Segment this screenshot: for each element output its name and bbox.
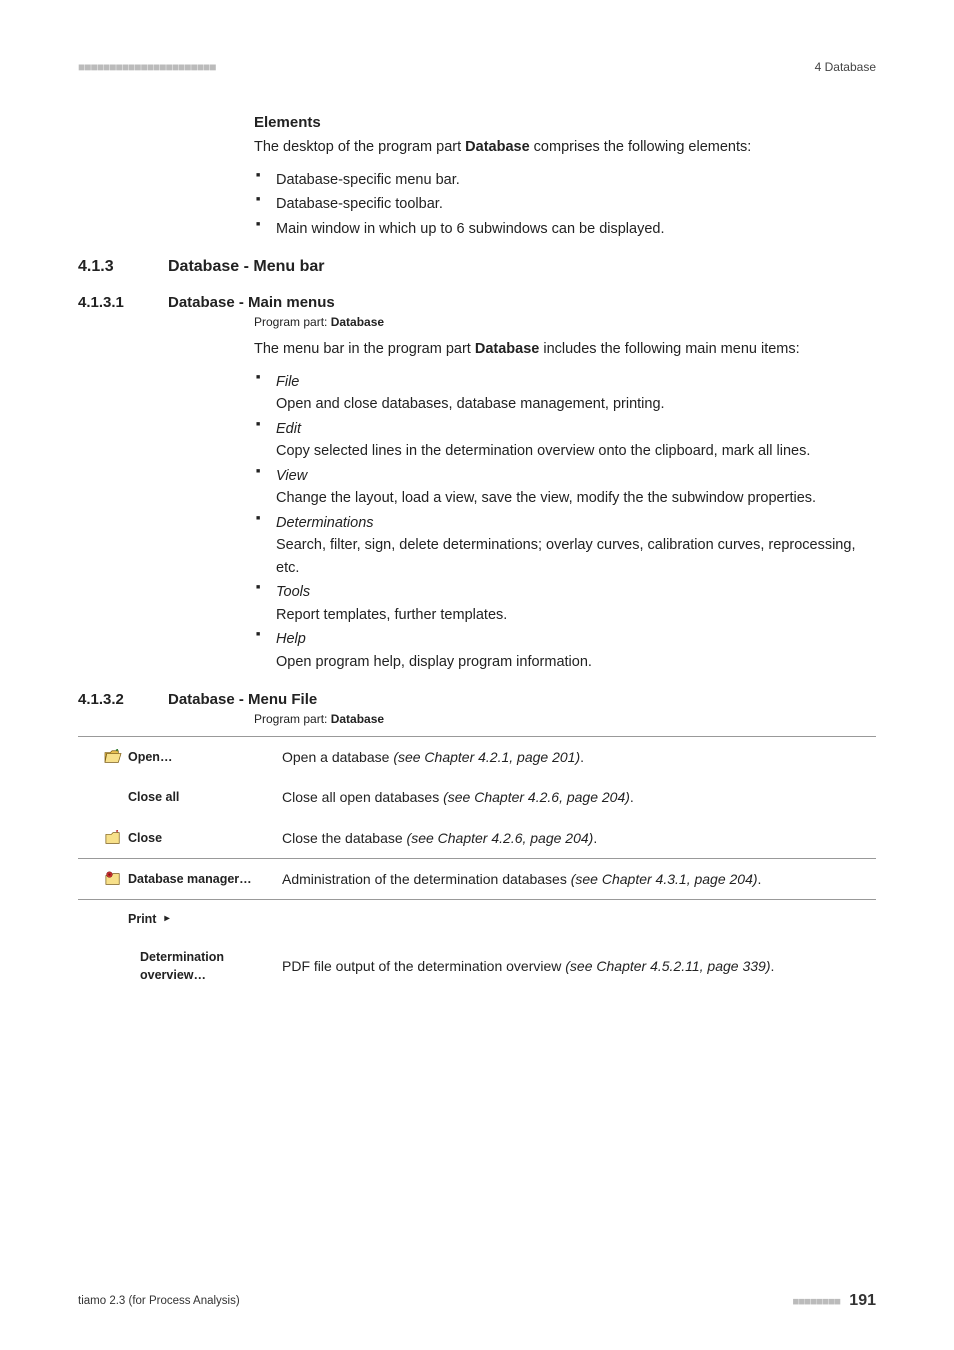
elements-item: Database-specific toolbar. — [254, 193, 876, 215]
menu-item-file: File Open and close databases, database … — [254, 371, 876, 416]
menu-item-determinations: Determinations Search, filter, sign, del… — [254, 512, 876, 579]
program-part-4132: Program part: Database — [254, 712, 876, 726]
program-part-label: Program part: — [254, 315, 331, 329]
footer-ornament: ■■■■■■■■ — [793, 1296, 841, 1308]
page: ■■■■■■■■■■■■■■■■■■■■■■ 4 Database Elemen… — [0, 0, 954, 1350]
program-part-value: Database — [331, 315, 384, 329]
elements-item: Database-specific menu bar. — [254, 169, 876, 191]
section-413: 4.1.3 Database - Menu bar — [78, 258, 876, 276]
program-part-label: Program part: — [254, 712, 331, 726]
section-4131-intro: The menu bar in the program part Databas… — [254, 339, 876, 361]
menu-item-edit: Edit Copy selected lines in the determin… — [254, 418, 876, 463]
menu-name: Tools — [276, 584, 310, 600]
elements-heading: Elements — [254, 114, 876, 131]
menu-dbmanager-label: Database manager… — [128, 870, 252, 888]
submenu-indicator-icon: ▸ — [164, 912, 169, 927]
menu-name: File — [276, 374, 299, 390]
menu-desc: Change the layout, load a view, save the… — [276, 490, 816, 506]
menu-print-label: Print — [128, 910, 156, 928]
menu-desc: Open program help, display program infor… — [276, 654, 592, 670]
database-manager-icon — [104, 871, 122, 887]
open-folder-icon — [104, 749, 122, 765]
header-ornament: ■■■■■■■■■■■■■■■■■■■■■■ — [78, 60, 215, 74]
menu-det-desc: PDF file output of the determination ove… — [276, 938, 876, 994]
section-4132: 4.1.3.2 Database - Menu File — [78, 691, 876, 708]
menu-row-print: Print ▸ — [78, 900, 876, 939]
intro-post: includes the following main menu items: — [539, 341, 799, 357]
elements-intro-bold: Database — [465, 139, 529, 155]
program-part-value: Database — [331, 712, 384, 726]
section-4131-title: Database - Main menus — [168, 294, 335, 311]
menu-close-desc: Close the database (see Chapter 4.2.6, p… — [276, 818, 876, 859]
menu-desc: Open and close databases, database manag… — [276, 396, 665, 412]
section-4131-body: The menu bar in the program part Databas… — [254, 339, 876, 673]
intro-bold: Database — [475, 341, 539, 357]
menu-row-open: Open… Open a database (see Chapter 4.2.1… — [78, 737, 876, 778]
main-menu-list: File Open and close databases, database … — [254, 371, 876, 673]
footer-right: ■■■■■■■■ 191 — [793, 1292, 876, 1310]
menu-name: Determinations — [276, 515, 374, 531]
menu-file-table: Open… Open a database (see Chapter 4.2.1… — [78, 736, 876, 995]
menu-desc: Search, filter, sign, delete determinati… — [276, 537, 855, 575]
menu-desc: Report templates, further templates. — [276, 607, 507, 623]
menu-closeall-label: Close all — [128, 788, 179, 806]
page-number: 191 — [849, 1292, 876, 1309]
section-4131-number: 4.1.3.1 — [78, 294, 168, 311]
intro-pre: The menu bar in the program part — [254, 341, 475, 357]
menu-name: Help — [276, 631, 306, 647]
menu-row-determination-overview: Determination overview… PDF file output … — [78, 938, 876, 994]
menu-item-view: View Change the layout, load a view, sav… — [254, 465, 876, 510]
section-413-number: 4.1.3 — [78, 258, 168, 276]
menu-row-close: Close Close the database (see Chapter 4.… — [78, 818, 876, 859]
elements-item: Main window in which up to 6 subwindows … — [254, 218, 876, 240]
menu-dbmanager-desc: Administration of the determination data… — [276, 858, 876, 899]
menu-closeall-desc: Close all open databases (see Chapter 4.… — [276, 777, 876, 817]
menu-item-help: Help Open program help, display program … — [254, 628, 876, 673]
close-folder-icon — [104, 830, 122, 846]
menu-close-label: Close — [128, 829, 162, 847]
elements-intro-post: comprises the following elements: — [530, 139, 752, 155]
menu-open-label: Open… — [128, 748, 172, 766]
footer-product: tiamo 2.3 (for Process Analysis) — [78, 1295, 240, 1307]
menu-det-label-1: Determination — [140, 950, 224, 964]
page-footer: tiamo 2.3 (for Process Analysis) ■■■■■■■… — [78, 1292, 876, 1310]
menu-row-close-all: Close all Close all open databases (see … — [78, 777, 876, 817]
section-413-title: Database - Menu bar — [168, 258, 324, 276]
elements-section: Elements The desktop of the program part… — [254, 114, 876, 240]
page-header: ■■■■■■■■■■■■■■■■■■■■■■ 4 Database — [78, 60, 876, 74]
program-part-4131: Program part: Database — [254, 315, 876, 329]
elements-list: Database-specific menu bar. Database-spe… — [254, 169, 876, 240]
elements-intro: The desktop of the program part Database… — [254, 137, 876, 159]
menu-row-dbmanager: Database manager… Administration of the … — [78, 858, 876, 899]
menu-desc: Copy selected lines in the determination… — [276, 443, 810, 459]
menu-open-desc: Open a database (see Chapter 4.2.1, page… — [276, 737, 876, 778]
menu-name: Edit — [276, 421, 301, 437]
elements-intro-pre: The desktop of the program part — [254, 139, 465, 155]
section-4132-number: 4.1.3.2 — [78, 691, 168, 708]
section-4131: 4.1.3.1 Database - Main menus — [78, 294, 876, 311]
header-chapter: 4 Database — [815, 60, 876, 74]
menu-det-label-2: overview… — [140, 968, 206, 982]
section-4132-title: Database - Menu File — [168, 691, 317, 708]
menu-item-tools: Tools Report templates, further template… — [254, 581, 876, 626]
menu-name: View — [276, 468, 307, 484]
